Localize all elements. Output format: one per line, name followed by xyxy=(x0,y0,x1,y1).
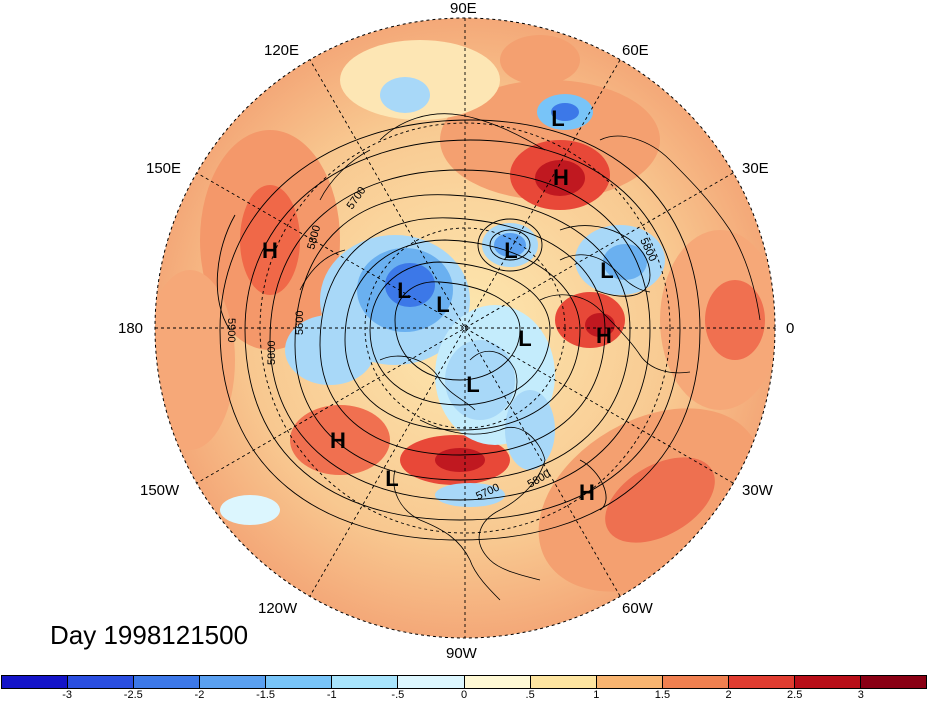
colorbar-tick-label: 2.5 xyxy=(787,689,802,701)
colorbar-tick-label: 3 xyxy=(858,689,864,701)
colorbar-tick-label: 1.5 xyxy=(655,689,670,701)
colorbar-swatch xyxy=(597,676,663,688)
low-pressure-center: L xyxy=(600,258,613,283)
longitude-label: 150E xyxy=(146,160,181,177)
high-pressure-center: H xyxy=(579,480,595,505)
map-title: Day 1998121500 xyxy=(50,620,248,651)
high-pressure-center: H xyxy=(262,238,278,263)
colorbar-swatch xyxy=(729,676,795,688)
longitude-label: 30E xyxy=(742,160,769,177)
colorbar-swatch xyxy=(2,676,68,688)
longitude-label: 30W xyxy=(742,482,773,499)
colorbar-swatch xyxy=(795,676,861,688)
longitude-label: 150W xyxy=(140,482,179,499)
low-pressure-center: L xyxy=(551,106,564,131)
colorbar-swatch xyxy=(531,676,597,688)
low-pressure-center: L xyxy=(518,326,531,351)
colorbar-swatch xyxy=(332,676,398,688)
low-pressure-center: L xyxy=(397,278,410,303)
longitude-label: 90E xyxy=(450,0,477,17)
colorbar-tick-label: -1 xyxy=(327,689,337,701)
colorbar-tick-label: -.5 xyxy=(391,689,404,701)
colorbar-tick-label: -3 xyxy=(62,689,72,701)
contour-label: 5900 xyxy=(225,318,237,342)
contour-label: 5800 xyxy=(266,341,278,365)
longitude-label: 60W xyxy=(622,600,653,617)
colorbar-swatch xyxy=(663,676,729,688)
high-pressure-center: H xyxy=(553,165,569,190)
colorbar-tick-label: -1.5 xyxy=(256,689,275,701)
high-pressure-center: H xyxy=(596,323,612,348)
longitude-label: 120W xyxy=(258,600,297,617)
colorbar-tick-label: -2 xyxy=(195,689,205,701)
colorbar-swatch xyxy=(266,676,332,688)
colorbar-swatch xyxy=(465,676,531,688)
low-pressure-center: L xyxy=(466,372,479,397)
colorbar-tick-label: -2.5 xyxy=(124,689,143,701)
colorbar-tick-label: 0 xyxy=(461,689,467,701)
colorbar-swatch xyxy=(861,676,926,688)
colorbar-swatch xyxy=(200,676,266,688)
low-pressure-center: L xyxy=(385,466,398,491)
low-pressure-center: L xyxy=(436,292,449,317)
longitude-label: 120E xyxy=(264,42,299,59)
longitude-label: 60E xyxy=(622,42,649,59)
longitude-label: 180 xyxy=(118,320,143,337)
longitude-label: 0 xyxy=(786,320,794,337)
colorbar-swatch xyxy=(134,676,200,688)
colorbar xyxy=(1,675,927,689)
contour-label: 5600 xyxy=(294,311,306,335)
colorbar-tick-label: 2 xyxy=(726,689,732,701)
low-pressure-center: L xyxy=(504,238,517,263)
colorbar-tick-label: 1 xyxy=(593,689,599,701)
high-pressure-center: H xyxy=(330,428,346,453)
colorbar-tick-label: .5 xyxy=(526,689,535,701)
colorbar-swatch xyxy=(68,676,134,688)
longitude-label: 90W xyxy=(446,645,477,662)
colorbar-swatch xyxy=(398,676,464,688)
